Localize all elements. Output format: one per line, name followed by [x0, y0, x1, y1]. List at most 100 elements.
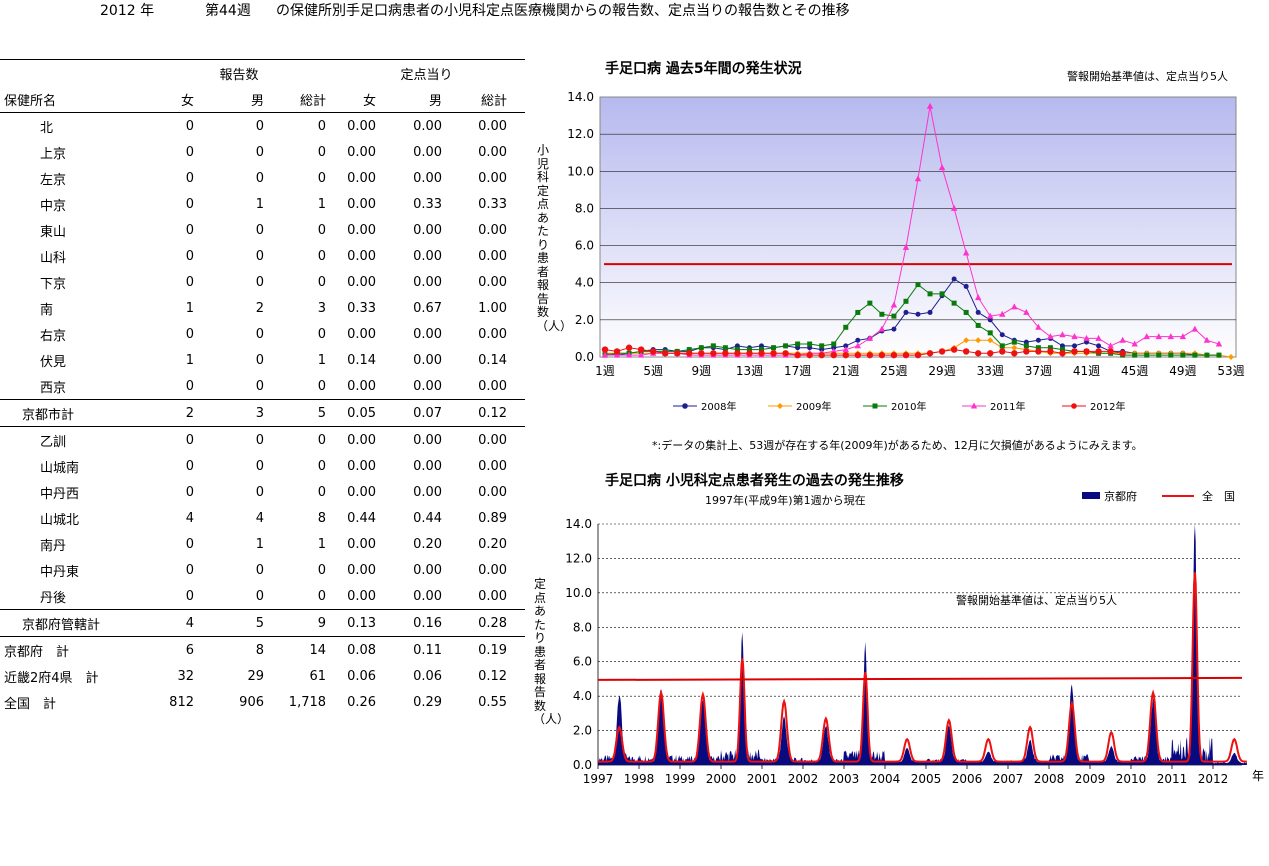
chart1-point	[1035, 345, 1041, 351]
chart1-point	[1143, 333, 1150, 340]
chart1-point	[746, 350, 753, 357]
row-cell: 0.00	[413, 118, 443, 134]
row-cell: 0.00	[413, 144, 443, 160]
chart1-legend-marker	[970, 402, 978, 409]
row-cell: 0.00	[478, 170, 508, 186]
chart1-point	[818, 351, 825, 359]
chart1-point	[758, 350, 765, 357]
row-cell: 0.13	[328, 609, 393, 637]
row-cell: 0.00	[413, 432, 443, 448]
row-cell: 1	[317, 196, 327, 212]
chart1-point	[1204, 352, 1210, 358]
chart2-xtick: 2002	[788, 772, 819, 786]
chart1-point	[783, 343, 789, 349]
chart1-legend-marker	[682, 403, 688, 409]
row-cell: 0	[185, 484, 194, 500]
table-row: 全国 計 812 906 1,718 0.26 0.29 0.55	[0, 689, 525, 715]
row-cell: 0.14	[478, 352, 508, 368]
row-cell: 0	[185, 170, 194, 186]
col-m: 男	[210, 86, 272, 113]
row-name: 中京	[40, 198, 67, 214]
chart1-point	[637, 346, 645, 353]
row-cell: 0.00	[478, 588, 508, 604]
chart1-point	[854, 351, 862, 359]
chart2-note: 警報開始基準値は、定点当り5人	[956, 593, 1117, 607]
row-cell: 1	[185, 300, 194, 316]
chart1-point	[1215, 340, 1223, 347]
chart1-point	[1011, 303, 1018, 310]
page-header: 2012 年 第44週 の保健所別手足口病患者の小児科定点医療機関からの報告数、…	[0, 0, 1269, 24]
chart1-point	[1180, 352, 1186, 358]
row-cell: 4	[255, 510, 264, 526]
row-cell: 0.00	[347, 274, 377, 290]
row-cell: 3	[317, 300, 327, 316]
chart2-title: 手足口病 小児科定点患者発生の過去の発生推移	[605, 472, 904, 489]
row-cell: 0.00	[347, 118, 377, 134]
chart1-xtick: 1週	[595, 364, 615, 378]
col-name: 保健所名	[0, 86, 150, 113]
table-row: 東山 0 0 0 0.00 0.00 0.00	[0, 217, 525, 243]
chart1-ytick: 0.0	[575, 350, 594, 364]
row-name: 山科	[40, 250, 67, 266]
chart1-legend-label: 2012年	[1090, 400, 1125, 413]
chart1-point	[1179, 333, 1187, 340]
row-cell: 0	[255, 326, 264, 342]
chart1-point	[843, 324, 849, 330]
chart1-point	[855, 309, 861, 315]
chart1-point	[625, 344, 633, 351]
row-cell: 0	[185, 458, 194, 474]
table-row: 山城南 0 0 0 0.00 0.00 0.00	[0, 453, 525, 479]
chart1-series-line	[605, 106, 1220, 356]
chart1-point	[999, 310, 1006, 317]
row-cell: 0	[255, 458, 264, 474]
row-name: 北	[40, 120, 54, 136]
row-cell: 0	[185, 248, 194, 264]
table-row: 近畿2府4県 計 32 29 61 0.06 0.06 0.12	[0, 663, 525, 689]
row-name: 山城南	[40, 460, 80, 476]
chart2-ytick: 12.0	[565, 551, 592, 565]
row-cell: 1	[185, 352, 194, 368]
chart1-point	[831, 341, 837, 347]
row-cell: 0.00	[413, 274, 443, 290]
table-row: 中京 0 1 1 0.00 0.33 0.33	[0, 191, 525, 217]
row-cell: 4	[150, 609, 210, 637]
chart1-ytick: 4.0	[575, 276, 594, 290]
chart1-point	[927, 309, 933, 315]
table-group-header: 報告数 定点当り	[0, 59, 526, 86]
row-cell: 5	[210, 609, 272, 637]
chart1-point	[878, 351, 886, 359]
chart1-point	[806, 351, 813, 359]
row-cell: 0	[317, 378, 327, 394]
row-name: 山城北	[40, 512, 80, 528]
col-total: 総計	[272, 86, 329, 113]
row-cell: 0	[185, 378, 194, 394]
row-name: 南	[40, 302, 54, 318]
row-cell: 0.00	[478, 378, 508, 394]
chart1-point	[1119, 336, 1126, 343]
table-row: 山科 0 0 0 0.00 0.00 0.00	[0, 243, 525, 269]
row-cell: 0.08	[328, 636, 393, 663]
chart1-point	[962, 348, 970, 355]
chart1-ytick: 6.0	[575, 239, 594, 253]
row-cell: 2	[150, 399, 210, 427]
chart1-point	[1023, 343, 1029, 349]
row-name: 上京	[40, 146, 67, 162]
chart2-subtitle: 1997年(平成9年)第1週から現在	[705, 493, 866, 507]
row-cell: 0	[317, 222, 327, 238]
row-cell: 0.00	[347, 248, 377, 264]
chart1-point	[938, 348, 946, 355]
row-cell: 29	[247, 668, 264, 684]
history-chart: 手足口病 小児科定点患者発生の過去の発生推移 1997年(平成9年)第1週から現…	[565, 472, 1264, 786]
table-row: 北 0 0 0 0.00 0.00 0.00	[0, 113, 525, 140]
row-name: 西京	[40, 380, 67, 396]
chart2-xtick: 1998	[624, 772, 655, 786]
chart1-point	[1071, 348, 1078, 355]
chart2-ytick: 4.0	[573, 689, 592, 703]
row-cell: 0.00	[413, 484, 443, 500]
chart1-point	[1191, 325, 1199, 332]
chart2-ytick: 6.0	[573, 655, 592, 669]
chart1-point	[710, 343, 716, 349]
row-cell: 0	[255, 170, 264, 186]
row-cell: 0.26	[347, 694, 377, 710]
chart1-point	[987, 312, 994, 319]
